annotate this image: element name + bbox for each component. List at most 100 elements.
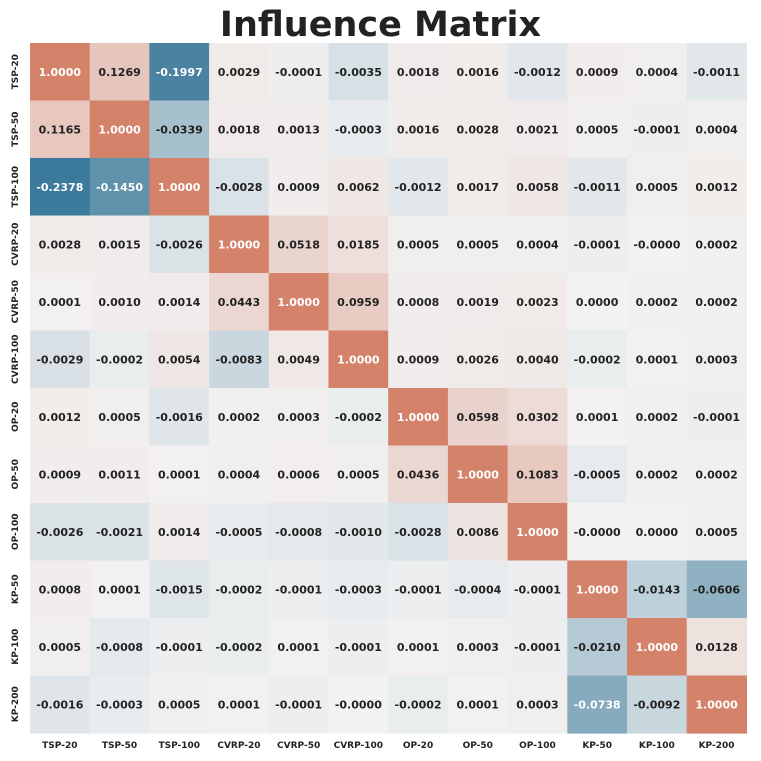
y-tick-label: KP-50 bbox=[11, 574, 21, 604]
heatmap-cell bbox=[686, 215, 747, 274]
heatmap-cell bbox=[567, 445, 628, 504]
heatmap-cell bbox=[686, 503, 747, 562]
heatmap-cell bbox=[149, 43, 210, 102]
heatmap-cell bbox=[30, 560, 91, 619]
heatmap-cell-value: -0.0092 bbox=[633, 698, 680, 711]
heatmap-cell bbox=[30, 445, 91, 504]
heatmap-cell bbox=[268, 618, 330, 677]
heatmap-cell bbox=[567, 503, 628, 562]
y-tick-label: CVRP-20 bbox=[11, 223, 21, 266]
heatmap-cell bbox=[89, 43, 150, 102]
heatmap-cell-value: 1.0000 bbox=[337, 353, 380, 366]
heatmap-cell-value: 0.0004 bbox=[636, 66, 679, 79]
heatmap-cell-value: 0.0001 bbox=[98, 583, 140, 596]
heatmap-cell-value: 1.0000 bbox=[218, 238, 261, 251]
heatmap-cell-value: -0.0028 bbox=[395, 526, 442, 539]
heatmap-cell-value: 0.0028 bbox=[457, 123, 499, 136]
heatmap-cell bbox=[149, 273, 210, 332]
heatmap-cell-value: -0.0003 bbox=[96, 698, 143, 711]
heatmap-cell-value: 1.0000 bbox=[277, 296, 320, 309]
y-tick-label: TSP-20 bbox=[11, 54, 21, 89]
heatmap-cell bbox=[507, 618, 568, 677]
heatmap-cell-value: 0.0062 bbox=[337, 181, 379, 194]
heatmap-cell bbox=[627, 273, 688, 332]
heatmap-cell bbox=[328, 100, 389, 159]
heatmap-cell-value: 0.0004 bbox=[695, 123, 738, 136]
heatmap-cell-value: -0.0001 bbox=[275, 583, 322, 596]
heatmap-cell-value: 0.0005 bbox=[98, 411, 140, 424]
heatmap-cell bbox=[627, 215, 688, 274]
heatmap-cell-value: 0.0003 bbox=[516, 698, 558, 711]
heatmap-cell-value: -0.0001 bbox=[514, 641, 561, 654]
heatmap-cell-value: 1.0000 bbox=[516, 526, 559, 539]
heatmap-cell bbox=[89, 618, 150, 677]
heatmap-cell bbox=[447, 158, 509, 217]
heatmap-cell-value: -0.0002 bbox=[96, 353, 143, 366]
heatmap-cell bbox=[89, 560, 150, 619]
heatmap-cell bbox=[388, 158, 449, 217]
heatmap-cell bbox=[567, 43, 628, 102]
heatmap-cell-value: 0.0009 bbox=[397, 353, 439, 366]
heatmap-cell-value: 0.0959 bbox=[337, 296, 379, 309]
heatmap-cell bbox=[507, 675, 568, 734]
heatmap-cell-value: 0.1269 bbox=[98, 66, 140, 79]
heatmap-cell-value: -0.0008 bbox=[96, 641, 143, 654]
heatmap-cell-value: 0.0005 bbox=[576, 123, 618, 136]
heatmap-cell-value: 0.0003 bbox=[277, 411, 319, 424]
heatmap-cell-value: -0.0003 bbox=[335, 583, 382, 596]
heatmap-cell bbox=[507, 215, 568, 274]
heatmap-cell-value: -0.0011 bbox=[693, 66, 740, 79]
heatmap-cell-value: 0.0009 bbox=[277, 181, 319, 194]
heatmap-cell bbox=[209, 618, 270, 677]
heatmap-cell bbox=[686, 675, 747, 734]
heatmap-cell bbox=[627, 675, 688, 734]
heatmap-cell-value: -0.0026 bbox=[36, 526, 83, 539]
x-tick-label: TSP-20 bbox=[42, 741, 77, 751]
heatmap-cell bbox=[30, 158, 91, 217]
heatmap-cell bbox=[89, 215, 150, 274]
heatmap-cell bbox=[328, 388, 389, 447]
heatmap-cell-value: 0.0005 bbox=[158, 698, 200, 711]
heatmap-cell-value: 0.0002 bbox=[695, 238, 737, 251]
heatmap-cell bbox=[328, 445, 389, 504]
heatmap-cell bbox=[209, 560, 270, 619]
heatmap-cell-value: 0.0006 bbox=[277, 468, 320, 481]
heatmap-cell bbox=[268, 100, 330, 159]
heatmap-cell-value: 0.0005 bbox=[337, 468, 379, 481]
heatmap-cell-value: 0.1165 bbox=[39, 123, 81, 136]
heatmap-cell-value: -0.0000 bbox=[335, 698, 382, 711]
heatmap-cell-value: 0.0002 bbox=[636, 411, 678, 424]
heatmap-cell-value: 0.0014 bbox=[158, 296, 201, 309]
heatmap-cell-value: 0.0005 bbox=[39, 641, 81, 654]
heatmap-cell bbox=[89, 330, 150, 389]
heatmap-cell-value: -0.1997 bbox=[156, 66, 203, 79]
heatmap-cell-value: -0.0011 bbox=[574, 181, 621, 194]
heatmap-cell bbox=[686, 158, 747, 217]
heatmap-cell bbox=[89, 445, 150, 504]
heatmap-cell bbox=[627, 330, 688, 389]
heatmap-cell-value: 0.0012 bbox=[39, 411, 81, 424]
heatmap-cell-value: 1.0000 bbox=[695, 698, 738, 711]
heatmap-cell bbox=[89, 503, 150, 562]
heatmap-cell bbox=[30, 330, 91, 389]
heatmap-cell bbox=[567, 273, 628, 332]
heatmap-cell bbox=[149, 503, 210, 562]
heatmap-cell-value: -0.0001 bbox=[156, 641, 203, 654]
heatmap-cell-value: 0.0001 bbox=[397, 641, 439, 654]
heatmap-cell bbox=[388, 100, 449, 159]
heatmap-cell bbox=[447, 273, 509, 332]
heatmap-cell bbox=[627, 445, 688, 504]
heatmap-cell-value: 0.0010 bbox=[98, 296, 141, 309]
heatmap-cell-value: -0.0143 bbox=[633, 583, 680, 596]
heatmap-cell bbox=[388, 330, 449, 389]
heatmap-cell bbox=[209, 100, 270, 159]
heatmap-cell-value: 1.0000 bbox=[158, 181, 201, 194]
heatmap-cell-value: 1.0000 bbox=[576, 583, 619, 596]
heatmap-cell-value: -0.0016 bbox=[156, 411, 203, 424]
heatmap-cell-value: -0.0001 bbox=[514, 583, 561, 596]
heatmap-cell bbox=[507, 100, 568, 159]
heatmap-cell bbox=[89, 158, 150, 217]
heatmap-cell-value: -0.0005 bbox=[215, 526, 262, 539]
heatmap-cell-value: -0.0015 bbox=[156, 583, 203, 596]
heatmap-cell bbox=[328, 503, 389, 562]
